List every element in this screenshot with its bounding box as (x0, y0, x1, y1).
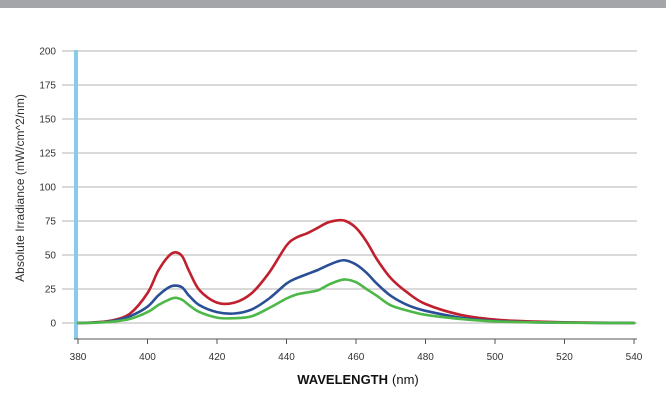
series-lines (76, 218, 636, 325)
x-axis-label: WAVELENGTH (nm) (297, 372, 418, 387)
x-tick-label-380: 380 (70, 352, 87, 363)
top-bar (0, 0, 666, 8)
y-tick-labels: 0 25 50 75 100 125 150 175 200 (39, 47, 56, 330)
y-tick-label-175: 175 (39, 81, 56, 92)
y-tick-label-75: 75 (45, 217, 57, 228)
y-tick-label-100: 100 (39, 183, 56, 194)
series-line-1 (76, 218, 636, 325)
x-tick-label-400: 400 (139, 352, 156, 363)
series-line-3 (76, 278, 636, 325)
series-line-2 (76, 258, 636, 325)
x-tick-label-540: 540 (626, 352, 643, 363)
x-tick-label-520: 520 (556, 352, 573, 363)
y-axis-label: Absolute Irradiance (mW/cm^2/nm) (13, 94, 27, 282)
y-tick-label-0: 0 (50, 319, 56, 330)
x-tick-label-500: 500 (487, 352, 504, 363)
y-axis-band (74, 50, 78, 339)
x-tick-label-420: 420 (209, 352, 226, 363)
y-tick-label-200: 200 (39, 47, 56, 58)
x-tick-labels: 380 400 420 440 460 480 500 520 540 (70, 339, 643, 363)
x-tick-label-480: 480 (417, 352, 434, 363)
x-tick-label-460: 460 (348, 352, 365, 363)
grid-lines (62, 50, 637, 324)
y-tick-label-50: 50 (45, 251, 57, 262)
x-axis-label-unit: (nm) (392, 372, 419, 387)
x-axis-label-bold: WAVELENGTH (297, 372, 388, 387)
y-tick-label-25: 25 (45, 285, 57, 296)
y-tick-label-125: 125 (39, 149, 56, 160)
y-tick-label-150: 150 (39, 115, 56, 126)
x-tick-label-440: 440 (278, 352, 295, 363)
